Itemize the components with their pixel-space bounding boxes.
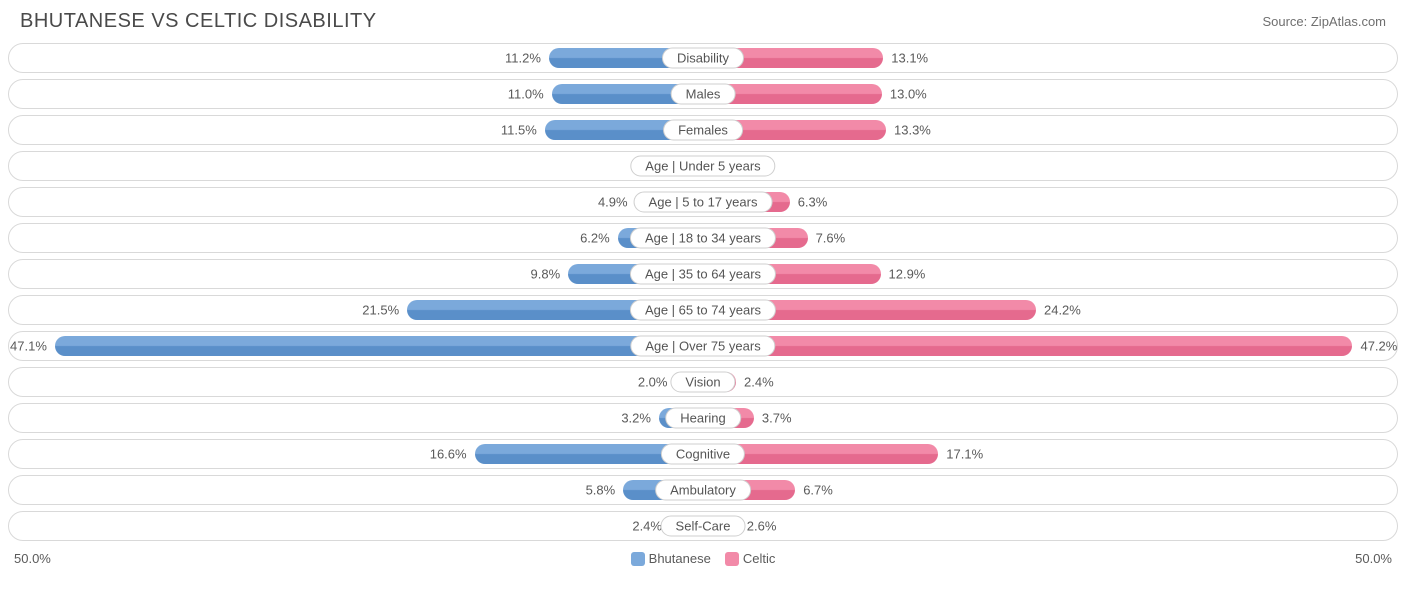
value-left: 11.2% (505, 51, 541, 66)
legend-swatch-left (631, 552, 645, 566)
chart-row: 4.9% 6.3% Age | 5 to 17 years (8, 187, 1398, 217)
row-label: Ambulatory (655, 480, 751, 501)
row-label: Disability (662, 48, 744, 69)
bar-right (703, 336, 1352, 356)
chart-row: 1.2%1.7%Age | Under 5 years (8, 151, 1398, 181)
value-right: 6.3% (798, 195, 828, 210)
row-label: Age | 18 to 34 years (630, 228, 776, 249)
value-left: 5.8% (586, 483, 616, 498)
chart-row: 9.8% 12.9% Age | 35 to 64 years (8, 259, 1398, 289)
legend-label-right: Celtic (743, 551, 776, 566)
value-right: 13.3% (894, 123, 931, 138)
legend-label-left: Bhutanese (649, 551, 711, 566)
chart-row: 21.5% 24.2% Age | 65 to 74 years (8, 295, 1398, 325)
value-left: 9.8% (531, 267, 561, 282)
row-label: Males (671, 84, 736, 105)
value-left: 21.5% (362, 303, 399, 318)
value-right: 24.2% (1044, 303, 1081, 318)
chart-row: 47.1% 47.2% Age | Over 75 years (8, 331, 1398, 361)
chart-row: 3.2% 3.7% Hearing (8, 403, 1398, 433)
row-label: Self-Care (661, 516, 746, 537)
row-label: Age | 5 to 17 years (634, 192, 773, 213)
row-label: Age | 65 to 74 years (630, 300, 776, 321)
value-left: 4.9% (598, 195, 628, 210)
value-left: 16.6% (430, 447, 467, 462)
source-attribution: Source: ZipAtlas.com (1262, 14, 1386, 29)
value-left: 2.0% (638, 375, 668, 390)
row-label: Cognitive (661, 444, 745, 465)
value-right: 13.0% (890, 87, 927, 102)
chart-row: 11.0% 13.0% Males (8, 79, 1398, 109)
chart-title: BHUTANESE VS CELTIC DISABILITY (20, 10, 377, 33)
legend-item-left: Bhutanese (631, 551, 711, 566)
chart-row: 2.0% 2.4% Vision (8, 367, 1398, 397)
value-right: 3.7% (762, 411, 792, 426)
legend-swatch-right (725, 552, 739, 566)
value-right: 7.6% (816, 231, 846, 246)
axis-left-max: 50.0% (14, 551, 51, 566)
row-label: Age | Under 5 years (630, 156, 775, 177)
value-left: 11.0% (508, 87, 544, 102)
chart-row: 6.2% 7.6% Age | 18 to 34 years (8, 223, 1398, 253)
row-label: Vision (670, 372, 735, 393)
legend-item-right: Celtic (725, 551, 776, 566)
chart-row: 16.6% 17.1% Cognitive (8, 439, 1398, 469)
value-right: 6.7% (803, 483, 833, 498)
chart-footer: 50.0% Bhutanese Celtic 50.0% (0, 547, 1406, 566)
legend: Bhutanese Celtic (631, 551, 776, 566)
row-label: Hearing (665, 408, 741, 429)
value-left: 11.5% (501, 123, 537, 138)
chart-row: 11.5% 13.3% Females (8, 115, 1398, 145)
chart-row: 2.4% 2.6%Self-Care (8, 511, 1398, 541)
value-left: 3.2% (621, 411, 651, 426)
row-label: Females (663, 120, 743, 141)
diverging-bar-chart: 11.2% 13.1% Disability 11.0% 13.0% Males 11.5%… (0, 39, 1406, 541)
value-right: 2.4% (744, 375, 774, 390)
value-right: 12.9% (889, 267, 926, 282)
value-left: 6.2% (580, 231, 610, 246)
row-label: Age | Over 75 years (630, 336, 775, 357)
value-left: 47.1% (10, 339, 47, 354)
chart-row: 5.8% 6.7% Ambulatory (8, 475, 1398, 505)
value-right: 13.1% (891, 51, 928, 66)
value-right: 47.2% (1360, 339, 1397, 354)
axis-right-max: 50.0% (1355, 551, 1392, 566)
header: BHUTANESE VS CELTIC DISABILITY Source: Z… (0, 0, 1406, 39)
value-left: 2.4% (632, 519, 662, 534)
bar-left (55, 336, 703, 356)
value-right: 17.1% (946, 447, 983, 462)
chart-row: 11.2% 13.1% Disability (8, 43, 1398, 73)
row-label: Age | 35 to 64 years (630, 264, 776, 285)
value-right: 2.6% (747, 519, 777, 534)
